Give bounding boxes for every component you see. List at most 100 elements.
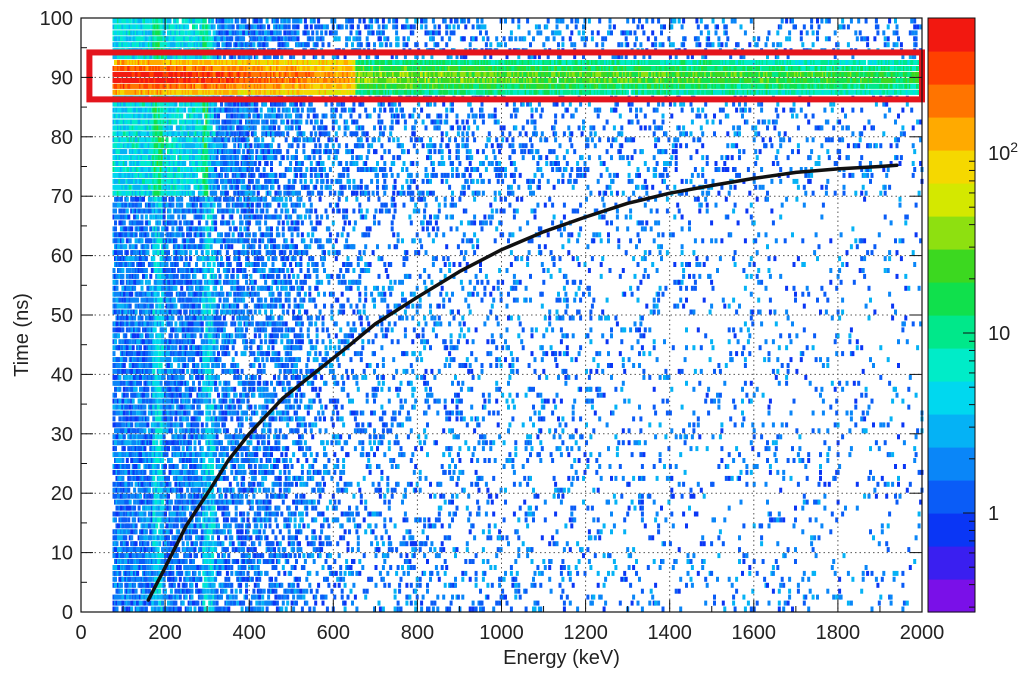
heat-cell [195,250,198,256]
heat-cell [143,517,147,523]
heat-cell [177,547,181,553]
heat-cell [161,357,165,363]
heat-cell [143,481,147,487]
heat-cell [197,440,201,446]
heat-cell [139,101,142,107]
heat-cell [175,113,179,119]
heat-cell [208,262,212,267]
heat-cell [130,279,134,285]
heat-cell [117,600,120,606]
heat-cell [211,559,215,564]
heat-cell [131,339,135,345]
heat-cell [158,541,162,547]
heat-cell [134,464,138,469]
heat-cell [143,475,147,481]
heat-cell [196,428,200,434]
heat-cell [117,487,120,493]
heat-cell [168,404,172,410]
heat-cell [205,190,209,196]
heat-cell [140,594,144,600]
heat-cell [114,392,117,398]
heat-cell [146,321,150,327]
heat-cell [128,273,132,279]
heat-cell [125,582,129,588]
heat-cell [146,565,150,570]
heat-cell [124,161,128,166]
heat-cell [118,570,122,576]
heat-cell [199,202,203,208]
heat-cell [183,149,187,155]
heat-cell [192,600,195,606]
heat-cell [133,434,137,440]
heat-cell [147,291,151,297]
heat-cell [189,553,193,559]
heat-cell [193,499,197,505]
heat-cell [186,606,190,612]
heat-cell [190,588,194,594]
heat-cell [121,600,125,606]
heat-cell [192,24,195,30]
heat-cell [134,511,138,517]
heat-cell [144,570,148,576]
heat-cell [149,576,153,582]
heat-cell [169,149,173,155]
heat-cell [206,499,210,505]
heat-cell [211,226,215,232]
heat-cell [197,220,201,226]
heat-cell [121,238,125,244]
heat-cell [183,107,187,113]
heat-cell [206,250,210,256]
heat-cell [121,594,125,600]
heat-cell [122,178,126,184]
heat-cell [174,446,178,452]
heat-cell [199,547,203,553]
heat-cell [164,588,167,594]
heat-cell [172,523,176,529]
heat-cell [189,606,193,612]
heat-cell [195,125,198,131]
heat-cell [146,333,150,339]
heat-cell [158,315,162,321]
heat-cell [133,582,137,588]
heat-cell [165,547,169,553]
heat-cell [174,576,178,582]
heat-cell [209,386,213,392]
heat-cell [180,226,184,232]
heat-cell [168,208,172,214]
heat-cell [181,273,185,279]
heat-cell [112,297,116,303]
heat-cell [206,131,210,137]
heat-cell [149,238,153,244]
heat-cell [177,208,181,214]
heat-cell [205,327,209,333]
heat-cell [152,256,156,262]
heat-cell [117,481,120,487]
heat-cell [180,285,184,291]
heat-cell [196,232,200,238]
heat-cell [171,113,175,119]
heat-cell [158,18,162,24]
heat-cell [136,214,140,220]
heat-cell [192,161,195,166]
heat-cell [180,487,184,493]
heat-cell [147,588,151,594]
heat-cell [140,279,144,285]
heat-cell [184,345,188,351]
heat-cell [203,273,207,279]
heat-cell [161,499,165,505]
heat-cell [156,380,160,386]
heat-cell [209,119,213,125]
heat-cell [205,220,209,226]
heat-cell [189,559,193,564]
heat-cell [168,309,172,315]
heat-cell [181,428,185,434]
heat-cell [187,410,191,416]
heat-cell [174,238,178,244]
heat-cell [181,333,185,339]
heat-cell [202,66,206,71]
heat-cell [187,588,191,594]
heat-cell [130,422,134,428]
heat-cell [125,458,129,463]
heat-cell [174,481,178,487]
heat-cell [206,535,210,541]
